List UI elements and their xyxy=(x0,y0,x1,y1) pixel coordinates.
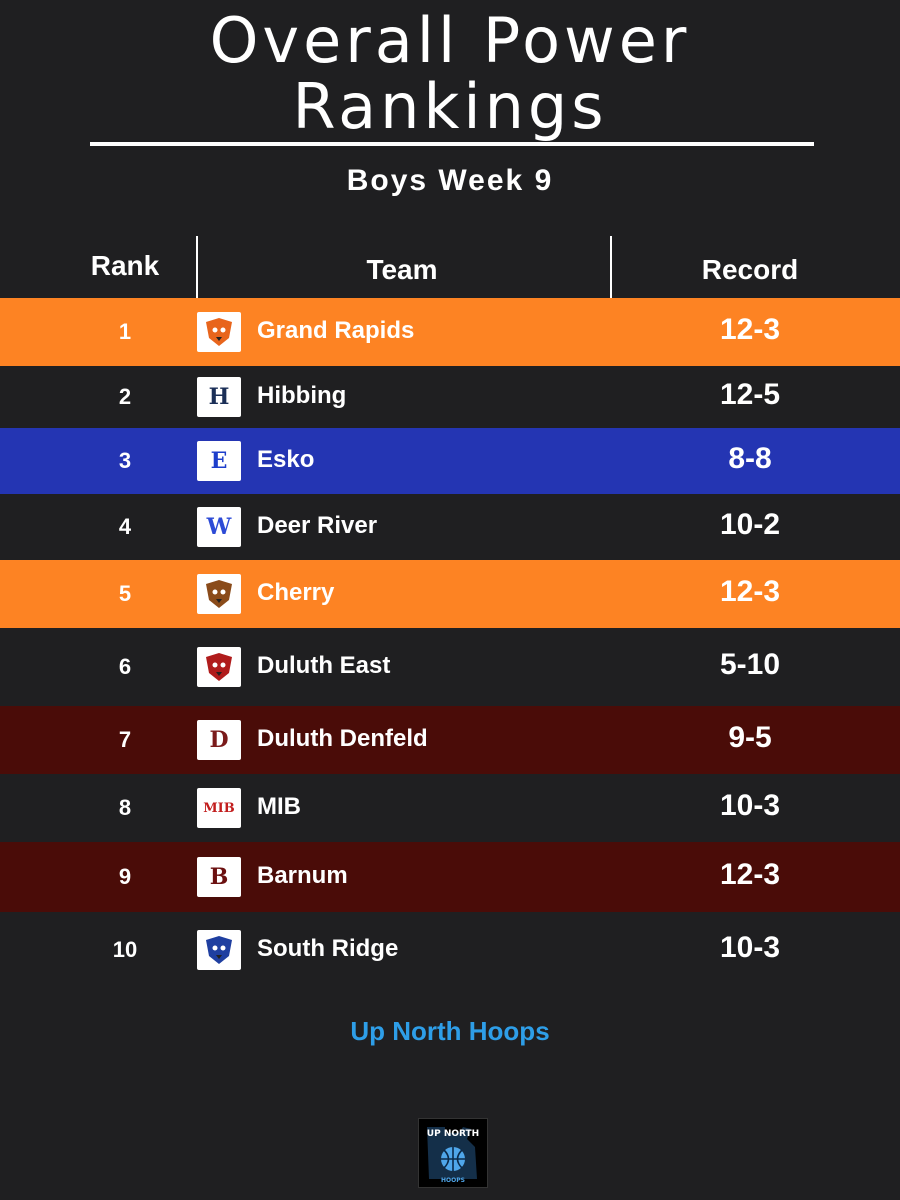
team-name: Cherry xyxy=(257,579,335,606)
logo-letters: MIB xyxy=(203,800,235,816)
team-name: MIB xyxy=(257,793,301,820)
table-row: 2 H Hibbing 12-5 xyxy=(0,366,900,428)
table-row: 6 Duluth East 5-10 xyxy=(0,628,900,706)
logo-letters: W xyxy=(206,514,232,540)
rank-cell: 9 xyxy=(118,864,132,889)
column-header-record: Record xyxy=(701,254,799,285)
table-row: 8 MIB MIB 10-3 xyxy=(0,774,900,842)
subtitle: Boys Week 9 xyxy=(346,164,554,197)
title-line-1: Overall Power xyxy=(209,4,691,77)
team-name: Duluth East xyxy=(257,652,391,679)
logo-letters: E xyxy=(210,448,228,474)
column-divider xyxy=(610,236,612,298)
deer-river-w-logo-icon: W xyxy=(197,507,241,547)
record-cell: 12-3 xyxy=(719,575,781,608)
record-cell: 12-3 xyxy=(719,858,781,891)
table-row: 9 B Barnum 12-3 xyxy=(0,842,900,912)
team-name: Esko xyxy=(257,446,315,473)
record-cell: 9-5 xyxy=(728,721,772,754)
record-cell: 10-3 xyxy=(719,931,781,964)
team-name: Hibbing xyxy=(257,382,347,409)
team-name: Duluth Denfeld xyxy=(257,725,428,752)
brand-footer-text: Up North Hoops xyxy=(350,1016,550,1046)
team-name: South Ridge xyxy=(257,935,399,962)
table-row: 4 W Deer River 10-2 xyxy=(0,494,900,560)
rank-cell: 3 xyxy=(118,448,132,473)
record-cell: 12-3 xyxy=(719,313,781,346)
record-cell: 5-10 xyxy=(719,648,781,681)
greyhound-logo-icon xyxy=(197,647,241,687)
cherry-tigers-logo-icon xyxy=(197,574,241,614)
record-cell: 8-8 xyxy=(728,442,772,475)
up-north-hoops-logo-icon: UP NORTH HOOPS xyxy=(418,1118,488,1188)
team-name: Deer River xyxy=(257,512,378,539)
rank-cell: 7 xyxy=(118,727,132,752)
rank-cell: 8 xyxy=(118,795,132,820)
record-cell: 10-3 xyxy=(719,789,781,822)
denfeld-d-logo-icon: D xyxy=(197,720,241,760)
title-divider xyxy=(90,142,814,146)
badge-text-bottom: HOOPS xyxy=(441,1177,465,1184)
column-header-team: Team xyxy=(366,254,438,285)
logo-letters: B xyxy=(209,864,229,890)
table-row: 10 South Ridge 10-3 xyxy=(0,912,900,988)
logo-letters: H xyxy=(208,384,230,410)
barnum-b-logo-icon: B xyxy=(197,857,241,897)
mib-logo-icon: MIB xyxy=(197,788,241,828)
team-name: Barnum xyxy=(257,862,348,889)
record-cell: 12-5 xyxy=(719,378,781,411)
column-divider xyxy=(196,236,198,298)
rank-cell: 5 xyxy=(118,581,132,606)
rank-cell: 1 xyxy=(118,319,132,344)
rank-cell: 4 xyxy=(118,514,132,539)
rank-cell: 10 xyxy=(112,937,138,962)
rank-cell: 6 xyxy=(118,654,132,679)
esko-e-logo-icon: E xyxy=(197,441,241,481)
table-row: 5 Cherry 12-3 xyxy=(0,560,900,628)
record-cell: 10-2 xyxy=(719,508,781,541)
rank-cell: 2 xyxy=(118,384,132,409)
table-row: 1 Grand Rapids 12-3 xyxy=(0,298,900,366)
column-header-rank: Rank xyxy=(90,250,160,281)
page-title: Overall Power Rankings xyxy=(0,8,900,140)
table-row: 3 E Esko 8-8 xyxy=(0,428,900,494)
thunderhawk-logo-icon xyxy=(197,312,241,352)
badge-text-top: UP NORTH xyxy=(427,1129,479,1139)
anchor-h-logo-icon: H xyxy=(197,377,241,417)
table-row: 7 D Duluth Denfeld 9-5 xyxy=(0,706,900,774)
team-name: Grand Rapids xyxy=(257,317,415,344)
logo-letters: D xyxy=(209,727,229,753)
title-line-2: Rankings xyxy=(292,70,608,143)
panthers-logo-icon xyxy=(197,930,241,970)
